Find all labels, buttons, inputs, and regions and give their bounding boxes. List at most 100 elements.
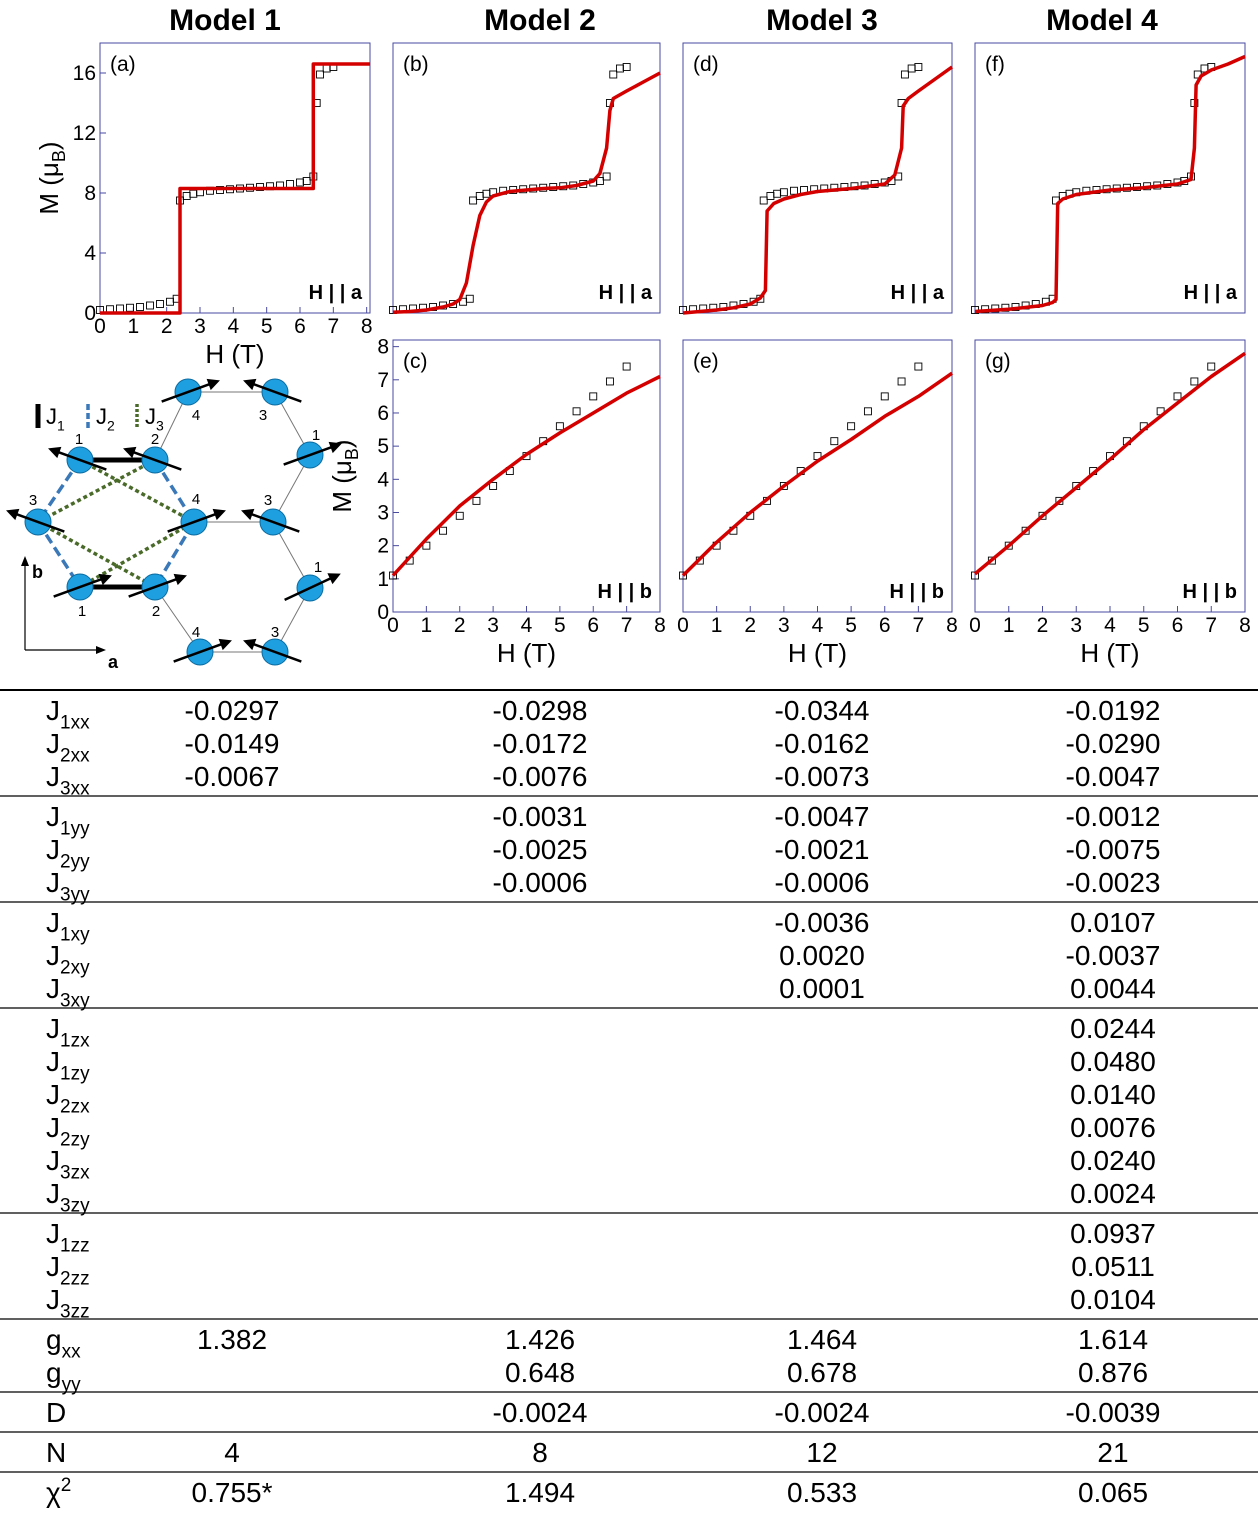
- row-label: J1zx: [46, 1013, 90, 1051]
- data-point: [469, 196, 478, 205]
- cell-value: 0.876: [1078, 1357, 1148, 1388]
- row-label: J3yy: [46, 867, 90, 905]
- data-point: [847, 422, 856, 431]
- plot-frame: [99, 42, 371, 314]
- x-tick-label: 4: [812, 614, 824, 637]
- x-tick-label: 8: [361, 315, 373, 338]
- row-label-sub: 3xx: [60, 778, 90, 799]
- spin-arrow-head: [218, 638, 232, 651]
- cell-value: 0.0140: [1070, 1079, 1156, 1110]
- data-point: [455, 511, 464, 520]
- y-tick-label: 16: [73, 62, 96, 85]
- row-label-sub: 1xx: [60, 712, 90, 733]
- row-label: gxx: [46, 1324, 81, 1362]
- cell-value: -0.0039: [1066, 1397, 1161, 1428]
- fit-line: [391, 374, 661, 577]
- site-label: 1: [314, 559, 322, 576]
- data-point: [914, 362, 923, 371]
- data-point: [1190, 377, 1199, 386]
- spin-arrow-head: [48, 446, 62, 459]
- row-label-sub: 2zy: [60, 1129, 90, 1150]
- row-label: J2xy: [46, 940, 90, 978]
- y-tick-label: 4: [377, 468, 389, 491]
- x-tick-label: 1: [1003, 614, 1015, 637]
- cell-value: 0.0020: [779, 940, 865, 971]
- spin-arrow: [284, 575, 336, 601]
- data-point: [389, 306, 397, 314]
- cell-value: -0.0344: [775, 695, 870, 726]
- cell-value: -0.0024: [493, 1397, 588, 1428]
- row-label: J2zz: [46, 1251, 90, 1289]
- cell-value: 0.0104: [1070, 1284, 1156, 1315]
- x-tick-label: 0: [387, 614, 399, 637]
- panel-label: (b): [403, 53, 429, 76]
- row-label-sub: 3zz: [60, 1301, 90, 1322]
- row-label-base: J: [46, 867, 60, 898]
- data-point: [589, 392, 598, 401]
- cell-value: 0.0240: [1070, 1145, 1156, 1176]
- spin-arrow-head: [206, 378, 220, 391]
- data-point: [779, 482, 788, 490]
- cell-value: 1.382: [197, 1324, 267, 1355]
- row-label-sub: 2zx: [60, 1096, 90, 1117]
- annotation: H | | b: [597, 581, 652, 603]
- y-tick-label: 4: [84, 242, 96, 265]
- row-label-sub: 2xy: [60, 957, 90, 978]
- panel-label: (a): [110, 53, 136, 76]
- data-point: [302, 177, 311, 185]
- row-label-base: J: [46, 1079, 60, 1110]
- row-label-base: g: [46, 1357, 62, 1388]
- cell-value: -0.0036: [775, 907, 870, 938]
- data-point: [609, 70, 618, 79]
- x-tick-label: 8: [1239, 614, 1251, 637]
- cell-value: -0.0298: [493, 695, 588, 726]
- x-tick-label: 6: [879, 614, 891, 637]
- data-point: [1038, 511, 1047, 520]
- site-label: 4: [192, 624, 200, 641]
- y-axis-label-part: M (μ: [34, 162, 64, 215]
- x-tick-label: 2: [454, 614, 466, 637]
- spin-arrow-head: [243, 378, 257, 391]
- row-label-base: J: [46, 973, 60, 1004]
- data-point: [914, 63, 923, 71]
- plot-frame: [682, 339, 953, 613]
- row-label-base: J: [46, 1112, 60, 1143]
- row-label: J2zx: [46, 1079, 90, 1117]
- cell-value: -0.0076: [493, 761, 588, 792]
- cell-value: -0.0037: [1066, 940, 1161, 971]
- row-label-base: J: [46, 1145, 60, 1176]
- data-point: [1173, 392, 1182, 401]
- data-point: [555, 422, 564, 431]
- x-tick-label: 8: [946, 614, 958, 637]
- x-tick-label: 1: [711, 614, 723, 637]
- data-point: [790, 186, 798, 195]
- lattice-diagram: [6, 378, 342, 666]
- cell-value: 0.0511: [1071, 1251, 1155, 1282]
- spin-arrow: [167, 511, 221, 533]
- cell-value: 0.533: [787, 1477, 857, 1508]
- bond-label: J3: [145, 404, 164, 434]
- site-label: 3: [29, 492, 37, 509]
- row-label-sub: 1zz: [60, 1235, 90, 1256]
- data-point: [679, 571, 687, 580]
- y-axis-label: M (μB): [327, 439, 362, 512]
- x-tick-label: 2: [1037, 614, 1049, 637]
- cell-value: -0.0047: [775, 801, 870, 832]
- spin-arrow-head: [328, 441, 342, 454]
- hex-edges: [154, 391, 311, 653]
- data-point: [900, 70, 909, 79]
- bond-label-base: J: [46, 404, 57, 429]
- fit-line: [974, 54, 1246, 314]
- x-tick-label: 1: [127, 315, 139, 338]
- cell-value: 1.426: [505, 1324, 575, 1355]
- x-axis-label: H (T): [205, 339, 264, 369]
- bond-label-sub: 3: [156, 418, 164, 434]
- annotation: H | | a: [309, 282, 363, 304]
- cell-value: -0.0075: [1066, 834, 1161, 865]
- cell-value: 0.678: [787, 1357, 857, 1388]
- y-tick-label: 8: [377, 336, 389, 359]
- cell-value: -0.0162: [775, 728, 870, 759]
- y-tick-label: 5: [377, 435, 389, 458]
- row-label-sub: 1zx: [60, 1030, 90, 1051]
